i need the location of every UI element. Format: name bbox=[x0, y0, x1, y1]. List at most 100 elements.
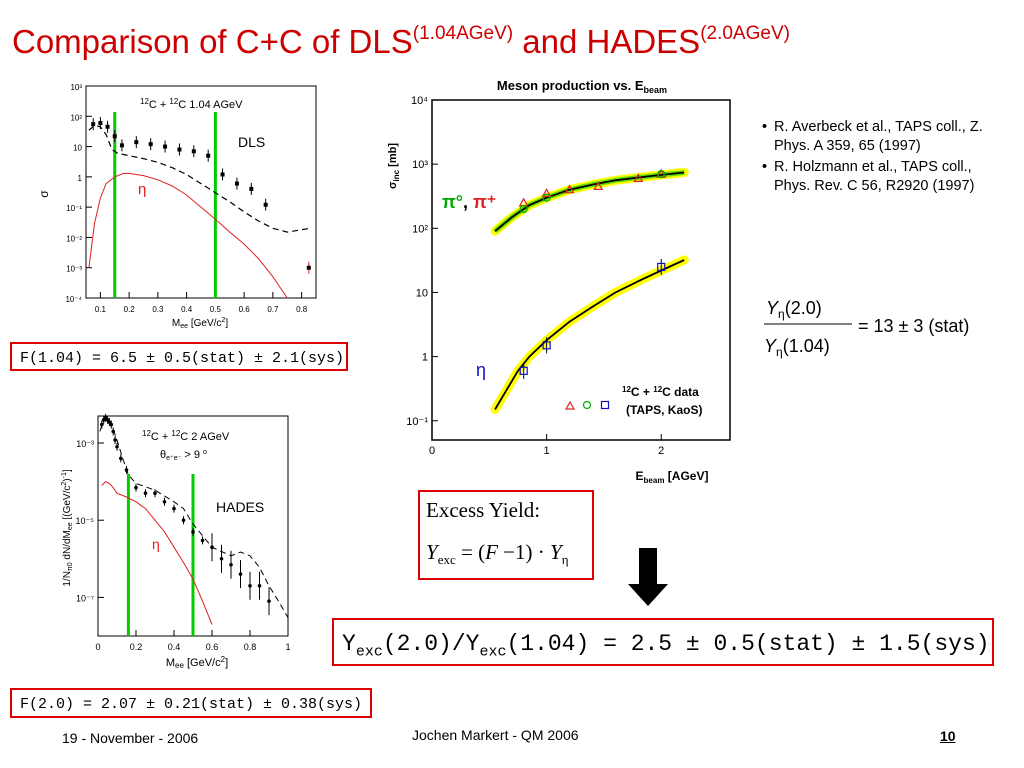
data-point bbox=[191, 149, 196, 154]
page-number: 10 bbox=[940, 728, 956, 744]
data-point bbox=[263, 202, 268, 207]
eta-curve bbox=[88, 172, 288, 299]
data-point bbox=[105, 124, 110, 129]
eta-point bbox=[519, 366, 528, 375]
x-tick-label: 1 bbox=[544, 445, 550, 457]
data-point bbox=[107, 420, 112, 424]
data-point bbox=[124, 468, 129, 472]
data-point bbox=[238, 572, 243, 576]
x-tick-label: 0.8 bbox=[296, 305, 308, 314]
down-arrow-icon bbox=[628, 548, 668, 606]
data-point bbox=[153, 491, 157, 496]
data-point bbox=[134, 485, 138, 490]
excess-yield-formula: Yexc = (F −1) · Yη bbox=[426, 540, 569, 568]
x-tick-label: 0.6 bbox=[206, 642, 219, 652]
y-tick-label: 10³ bbox=[412, 159, 428, 171]
data-point bbox=[229, 562, 233, 567]
piplus-point bbox=[564, 184, 575, 194]
svg-text:Yη(1.04): Yη(1.04) bbox=[764, 336, 830, 359]
data-point bbox=[206, 153, 211, 158]
x-tick-label: 0.4 bbox=[181, 305, 193, 314]
y-tick-label: 10⁴ bbox=[411, 95, 428, 107]
x-tick-label: 0.5 bbox=[210, 305, 222, 314]
legend-marker-eta bbox=[600, 400, 610, 410]
hades-xaxis-label: Mee [GeV/c2] bbox=[166, 655, 228, 670]
x-tick-label: 0.7 bbox=[267, 305, 279, 314]
y-tick-label: 10⁻² bbox=[66, 234, 82, 243]
eta-curve bbox=[101, 480, 213, 625]
reference-item: R. Averbeck et al., TAPS coll., Z. Phys.… bbox=[760, 118, 1010, 156]
y-tick-label: 10 bbox=[416, 287, 428, 299]
meson-pi-label: π°, π⁺ bbox=[442, 192, 496, 212]
data-point bbox=[119, 456, 123, 461]
data-point bbox=[98, 121, 103, 126]
pi0-point bbox=[657, 169, 666, 179]
data-point bbox=[177, 147, 182, 152]
meson-xaxis-label: Ebeam [AGeV] bbox=[636, 469, 709, 485]
x-tick-label: 0.3 bbox=[152, 305, 164, 314]
eta-point bbox=[542, 341, 551, 350]
excess-yield-box: Excess Yield: Yexc = (F −1) · Yη bbox=[418, 490, 594, 580]
hades-chart-title: 12C + 12C 2 AGeV bbox=[142, 429, 230, 443]
data-point bbox=[191, 530, 195, 534]
meson-legend-source: (TAPS, KaoS) bbox=[626, 403, 702, 417]
data-point bbox=[111, 429, 115, 434]
x-tick-label: 0.2 bbox=[124, 305, 136, 314]
data-point bbox=[91, 122, 96, 127]
excess-yield-label: Excess Yield: bbox=[426, 498, 541, 522]
y-tick-label: 1 bbox=[422, 352, 428, 364]
data-point bbox=[181, 518, 186, 523]
piplus-point bbox=[541, 188, 552, 197]
pi-band bbox=[490, 168, 689, 236]
y-tick-label: 10⁻¹ bbox=[66, 204, 82, 213]
hades-chart: 1/Nπ0 dN/dMee [(GeV/c2)-1] 10⁻³10⁻⁵10⁻⁷ … bbox=[61, 413, 291, 670]
dls-chart: σ 10⁻⁴ 10⁻³ 10⁻² 10⁻¹ 1 10 10² 10³ 0.1 0.2 0.3 0.4… bbox=[37, 83, 317, 330]
hades-eta-label: η bbox=[152, 536, 160, 552]
yield-ratio-box: Yexc(2.0)/Yexc(1.04) = 2.5 ± 0.5(stat) ±… bbox=[332, 618, 994, 666]
y-tick-label: 1 bbox=[78, 174, 83, 183]
svg-text:Yη(2.0): Yη(2.0) bbox=[766, 298, 822, 321]
y-tick-label: 10⁻⁷ bbox=[76, 593, 94, 603]
hades-f-value-box: F(2.0) = 2.07 ± 0.21(stat) ± 0.38(sys) bbox=[10, 688, 372, 718]
data-point bbox=[306, 265, 311, 270]
data-point bbox=[115, 444, 119, 449]
hades-label: HADES bbox=[216, 499, 264, 515]
y-tick-label: 10² bbox=[70, 113, 82, 122]
dls-label: DLS bbox=[238, 134, 265, 150]
y-tick-label: 10⁻³ bbox=[66, 265, 82, 274]
y-tick-label: 10³ bbox=[70, 83, 82, 92]
data-point bbox=[220, 172, 225, 177]
meson-eta-label: η bbox=[476, 360, 486, 380]
data-point bbox=[248, 583, 252, 588]
x-tick-label: 0 bbox=[429, 445, 435, 457]
eta-yield-ratio-formula: Yη(2.0) Yη(1.04) = 13 ± 3 (stat) bbox=[764, 298, 969, 359]
dls-chart-title: 12C + 12C 1.04 AGeV bbox=[140, 97, 243, 111]
svg-text:= 13 ± 3 (stat): = 13 ± 3 (stat) bbox=[858, 316, 969, 336]
cocktail-curve bbox=[99, 417, 289, 618]
references-list: R. Averbeck et al., TAPS coll., Z. Phys.… bbox=[760, 118, 1010, 198]
data-point bbox=[143, 491, 148, 496]
x-tick-label: 0.4 bbox=[168, 642, 181, 652]
x-tick-label: 0 bbox=[95, 642, 100, 652]
y-tick-label: 10⁻⁵ bbox=[76, 516, 95, 526]
pi0-point bbox=[542, 193, 551, 202]
meson-yaxis-label: σinc [mb] bbox=[387, 143, 401, 189]
reference-item: R. Holzmann et al., TAPS coll., Phys. Re… bbox=[760, 158, 1010, 196]
slide-title: Comparison of C+C of DLS(1.04AGeV) and H… bbox=[12, 23, 790, 60]
footer-date: 19 - November - 2006 bbox=[62, 730, 199, 746]
meson-legend-title: 12C + 12C data bbox=[622, 385, 699, 399]
data-point bbox=[119, 143, 124, 148]
y-tick-label: 10⁻³ bbox=[76, 439, 94, 449]
data-point bbox=[200, 538, 205, 543]
hades-yaxis-label: 1/Nπ0 dN/dMee [(GeV/c2)-1] bbox=[61, 469, 74, 587]
piplus-point bbox=[633, 173, 644, 182]
eta-fit-curve bbox=[494, 259, 685, 410]
data-point bbox=[163, 144, 168, 149]
data-point bbox=[172, 506, 176, 511]
hades-cut-label: θe⁺e⁻ > 9 o bbox=[160, 449, 207, 462]
piplus-point bbox=[593, 181, 604, 190]
x-tick-label: 0.6 bbox=[239, 305, 251, 314]
y-tick-label: 10⁻⁴ bbox=[65, 295, 82, 304]
dls-f-value-box: F(1.04) = 6.5 ± 0.5(stat) ± 2.1(sys) bbox=[10, 342, 348, 371]
data-point bbox=[162, 499, 167, 504]
